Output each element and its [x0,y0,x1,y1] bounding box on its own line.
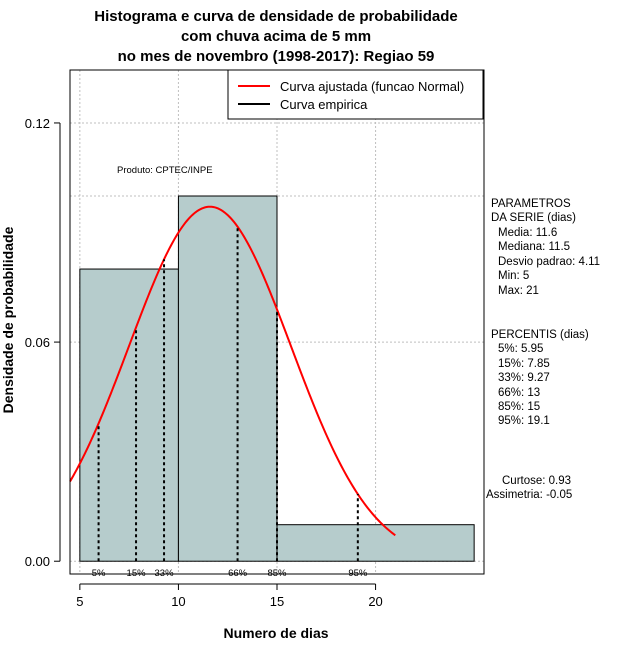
percentis-line: 95%: 19.1 [498,415,550,427]
kurtosis-text: Curtose: 0.93 [502,475,571,487]
normal-curve-layer [69,205,396,537]
percentis-line: 66%: 13 [498,387,540,399]
parameter-line: Desvio padrao: 4.11 [498,256,600,268]
title-line-3: no mes de novembro (1998-2017): Regiao 5… [118,48,435,65]
histogram-bar [276,524,475,562]
percentis-line: 33%: 9.27 [498,372,550,384]
parameter-line: Max: 21 [498,285,539,297]
normal-curve [69,205,396,537]
title-line-1: Histograma e curva de densidade de proba… [94,8,457,25]
y-axis: 0.00 0.06 0.12 [25,116,61,569]
x-axis: 5 10 15 20 [76,583,383,609]
x-axis-label: Numero de dias [223,625,328,641]
title-line-2: com chuva acima de 5 mm [181,28,371,45]
y-tick-label: 0.06 [25,335,50,350]
product-annotation: Produto: CPTEC/INPE [117,165,213,176]
x-tick-label: 15 [270,594,284,609]
percentis-line: 5%: 5.95 [498,343,543,355]
parameters-heading-2: DA SERIE (dias) [491,212,576,224]
y-tick-label: 0.00 [25,554,50,569]
percentis-panel: PERCENTIS (dias) 5%: 5.95 15%: 7.85 33%:… [491,329,589,427]
histogram-bars [79,195,475,562]
parameter-line: Min: 5 [498,270,529,282]
parameters-panel: PARAMETROS DA SERIE (dias) Media: 11.6 M… [491,198,600,297]
x-tick-label: 20 [368,594,382,609]
parameter-line: Mediana: 11.5 [498,241,570,253]
percentis-line: 15%: 7.85 [498,358,550,370]
legend-label-fitted: Curva ajustada (funcao Normal) [280,79,464,94]
percentis-heading: PERCENTIS (dias) [491,329,589,341]
histogram-bar [177,195,278,562]
chart-title: Histograma e curva de densidade de proba… [94,8,457,65]
legend: Curva ajustada (funcao Normal) Curva emp… [227,69,484,120]
percentis-line: 85%: 15 [498,401,540,413]
moments-panel: Curtose: 0.93 Assimetria: -0.05 [486,475,572,501]
parameters-heading-1: PARAMETROS [491,198,571,210]
legend-label-empirical: Curva empirica [280,97,368,112]
legend-box [227,69,484,120]
x-tick-label: 5 [76,594,83,609]
x-tick-label: 10 [171,594,185,609]
y-tick-label: 0.12 [25,116,50,131]
y-axis-label: Densidade de probabilidade [0,226,16,413]
parameter-line: Media: 11.6 [498,227,557,239]
skewness-text: Assimetria: -0.05 [486,489,572,501]
